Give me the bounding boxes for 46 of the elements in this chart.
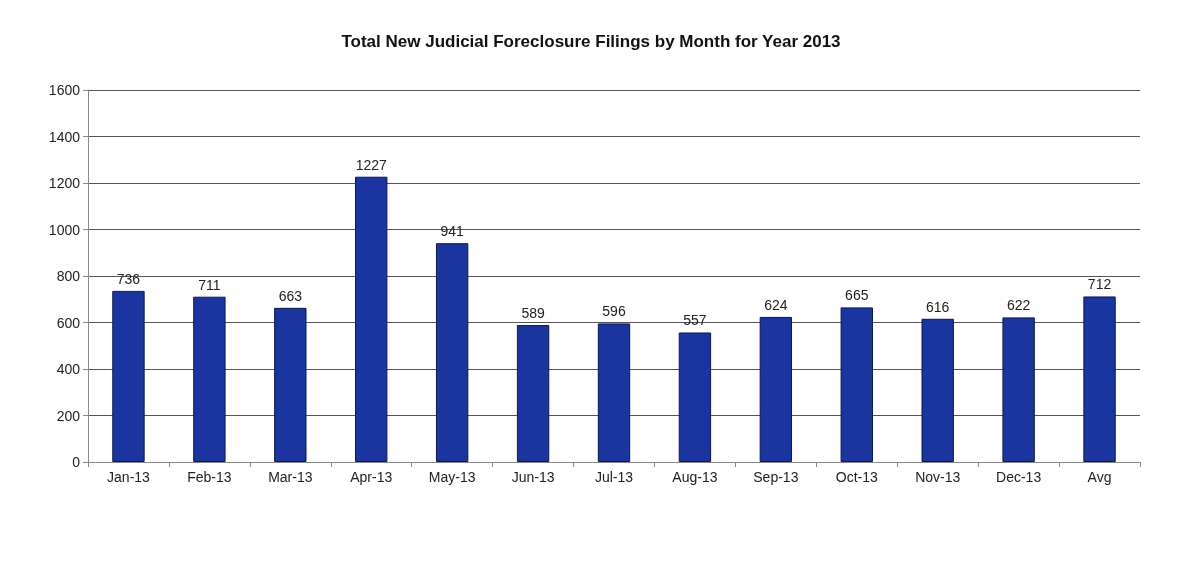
data-label: 712 — [1087, 276, 1112, 293]
y-tick-label: 0 — [72, 454, 81, 470]
x-tick-label: Feb-13 — [187, 469, 232, 485]
x-tick-label: Sep-13 — [753, 469, 799, 485]
bar — [921, 318, 954, 462]
data-label: 665 — [845, 287, 869, 304]
data-label: 596 — [602, 303, 626, 320]
data-label: 663 — [278, 287, 303, 304]
x-tick-label: Jan-13 — [107, 469, 151, 485]
y-tick-label: 1000 — [48, 221, 81, 238]
x-tick-label: Apr-13 — [350, 469, 393, 485]
bar — [193, 296, 226, 462]
y-tick-label: 1400 — [48, 128, 81, 145]
y-tick-label: 200 — [56, 407, 81, 424]
bar — [759, 316, 793, 462]
bar — [355, 176, 388, 462]
x-tick-label: May-13 — [428, 469, 476, 485]
bar — [516, 325, 550, 462]
bar — [1002, 317, 1035, 462]
bar — [597, 323, 631, 462]
data-label: 711 — [198, 276, 221, 293]
x-tick-label: Aug-13 — [672, 469, 718, 485]
bar — [840, 307, 873, 462]
y-tick-label: 1600 — [48, 82, 81, 98]
bar — [678, 332, 712, 462]
bar — [274, 307, 307, 462]
x-tick-label: Jul-13 — [594, 469, 634, 485]
data-label: 622 — [1006, 297, 1031, 314]
data-label: 1227 — [355, 156, 388, 173]
y-tick-label: 400 — [56, 361, 81, 377]
x-tick-label: Dec-13 — [996, 469, 1042, 485]
x-tick-label: Mar-13 — [268, 469, 313, 485]
x-tick-label: Oct-13 — [835, 469, 878, 485]
chart-title: Total New Judicial Foreclosure Filings by Month for Year 2013 — [341, 32, 841, 51]
bar — [435, 243, 469, 462]
bar — [1083, 296, 1116, 462]
data-label: 624 — [764, 296, 788, 313]
x-tick-label: Nov-13 — [915, 469, 961, 485]
y-tick-label: 600 — [56, 314, 81, 331]
x-tick-label: Avg — [1087, 469, 1112, 485]
y-tick-label: 800 — [56, 268, 81, 284]
data-label: 616 — [926, 298, 950, 315]
x-tick-label: Jun-13 — [511, 469, 555, 485]
data-label: 589 — [521, 305, 545, 322]
y-tick-label: 1200 — [48, 175, 81, 191]
bar — [112, 290, 145, 462]
